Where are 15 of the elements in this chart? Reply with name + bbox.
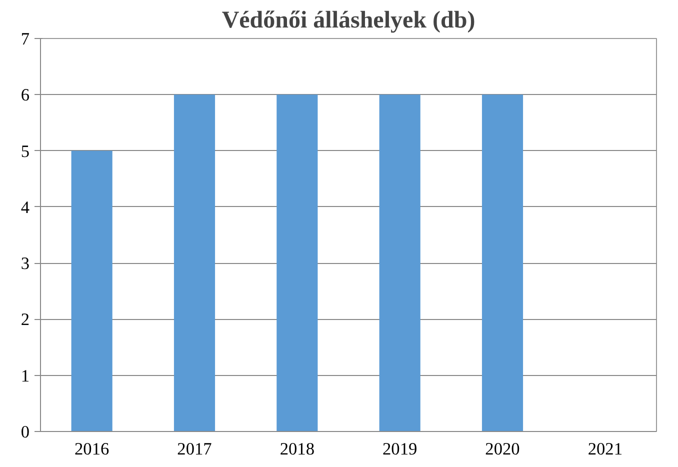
y-tick-label: 6 — [20, 86, 30, 105]
y-tick-label: 5 — [20, 142, 30, 161]
x-tick-label: 2021 — [588, 440, 622, 458]
y-tick-label: 3 — [20, 254, 30, 274]
chart-title: Védőnői álláshelyek (db) — [222, 8, 476, 34]
y-tick-label: 4 — [20, 198, 30, 217]
y-tick-label: 2 — [20, 310, 30, 330]
y-tick-label: 0 — [20, 422, 30, 442]
x-tick-label: 2019 — [382, 440, 418, 458]
x-tick-label: 2020 — [485, 440, 520, 458]
x-tick-label: 2016 — [74, 440, 110, 458]
x-tick-label: 2018 — [280, 440, 314, 458]
y-tick-label: 1 — [20, 366, 30, 386]
x-tick-label: 2017 — [177, 440, 212, 458]
y-tick-label: 7 — [20, 30, 30, 48]
